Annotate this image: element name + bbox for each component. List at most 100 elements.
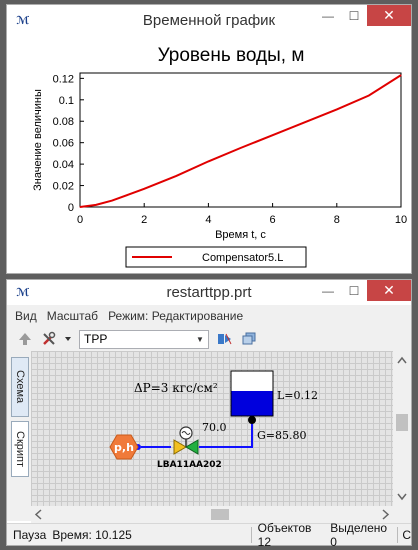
y-tick-label: 0.08 [53, 116, 74, 128]
x-tick-label: 8 [334, 214, 340, 226]
legend-box [125, 246, 307, 268]
windows-icon [242, 332, 256, 345]
scheme-diagram: ΔP=3 кгс/см² L=0.12 G=85.80 p,h [109, 370, 318, 470]
maximize-button[interactable]: ☐ [348, 8, 360, 23]
y-tick-label: 0 [68, 202, 74, 214]
data-point [336, 108, 338, 110]
line-chart: Уровень воды, м 0 2 4 6 8 10 0 0.02 0.04 0.06 0.08 0… [32, 45, 407, 268]
chart-area: Уровень воды, м 0 2 4 6 8 10 0 0.02 0.04 0.06 0.08 0… [13, 35, 407, 271]
data-point [272, 134, 274, 136]
scroll-down-icon [397, 493, 407, 501]
flow-label: G=85.80 [257, 429, 307, 442]
y-tick-label: 0.06 [53, 138, 74, 150]
x-axis-label: Время t, с [215, 229, 266, 241]
minimize-button[interactable]: — [322, 283, 334, 298]
pipe-segment [199, 421, 253, 448]
y-tick-label: 0.04 [53, 159, 74, 171]
legend-label: Compensator5.L [202, 252, 283, 264]
tools-icon [43, 331, 56, 345]
plot-area [79, 72, 402, 208]
x-tick-label: 4 [205, 214, 211, 226]
chevron-down-icon: ▼ [196, 334, 204, 344]
valve-name-label: LBA11AA202 [157, 460, 222, 470]
chart-title: Уровень воды, м [158, 45, 305, 66]
scroll-up-icon [397, 356, 407, 364]
data-point [400, 74, 402, 76]
side-tabs: Схема Скрипт [7, 351, 31, 521]
editor-window-title: restarttpp.prt [166, 284, 252, 301]
scrollbar-corner [393, 506, 411, 523]
status-objects: Объектов 12 [257, 520, 312, 549]
data-point [127, 194, 129, 196]
x-tick-label: 10 [395, 214, 407, 226]
tank-port [248, 416, 256, 424]
up-arrow-icon [19, 333, 31, 345]
data-point [143, 188, 145, 190]
svg-text:ℳ: ℳ [16, 14, 29, 27]
chevron-down-icon [65, 337, 71, 341]
scheme-select-value: TPP [84, 332, 108, 346]
app-logo-icon: ℳ [16, 286, 29, 299]
y-tick-label: 0.1 [59, 95, 74, 107]
navigate-button[interactable] [215, 329, 235, 349]
toolbar: TPP ▼ [7, 327, 411, 351]
menu-scale[interactable]: Масштаб [46, 309, 99, 323]
vertical-scroll-thumb[interactable] [396, 414, 408, 431]
source-node[interactable]: p,h [109, 434, 139, 460]
data-point [175, 175, 177, 177]
scroll-left-icon [34, 509, 42, 520]
scheme-canvas[interactable]: ΔP=3 кгс/см² L=0.12 G=85.80 p,h [31, 351, 393, 506]
data-point [240, 147, 241, 149]
vertical-scrollbar[interactable] [393, 351, 411, 506]
tools-button[interactable] [39, 329, 59, 349]
chart-window: ℳ Временной график — ☐ ✕ Уровень воды, м… [6, 4, 412, 274]
status-extra: С [402, 527, 411, 542]
tools-dropdown-button[interactable] [63, 329, 73, 349]
svg-text:ℳ: ℳ [16, 286, 29, 299]
y-axis-label: Значение величины [32, 89, 44, 191]
chart-window-title: Временной график [142, 12, 276, 29]
tab-script[interactable]: Скрипт [11, 421, 29, 477]
editor-window: ℳ restarttpp.prt — ☐ ✕ Вид Масштаб Режим… [6, 279, 412, 549]
data-point [79, 206, 81, 208]
source-label: p,h [114, 441, 134, 454]
status-separator [397, 526, 399, 543]
menu-bar: Вид Масштаб Режим: Редактирование [7, 305, 411, 327]
data-point [207, 160, 209, 162]
horizontal-scroll-thumb[interactable] [211, 509, 229, 520]
editor-window-titlebar[interactable]: ℳ restarttpp.prt — ☐ ✕ [7, 280, 411, 305]
x-tick-label: 0 [77, 214, 83, 226]
menu-mode[interactable]: Режим: Редактирование [108, 309, 244, 323]
chart-window-titlebar[interactable]: ℳ Временной график — ☐ ✕ [7, 5, 411, 35]
status-state: Пауза [13, 527, 47, 542]
control-valve[interactable] [173, 426, 199, 455]
status-separator [250, 526, 252, 543]
horizontal-scrollbar[interactable] [31, 506, 393, 523]
status-bar: Пауза Время: 10.125 Объектов 12 Выделено… [7, 521, 411, 549]
status-time: Время: 10.125 [52, 527, 132, 542]
y-tick-label: 0.02 [53, 181, 74, 193]
status-selected: Выделено 0 [330, 520, 388, 549]
close-button[interactable]: ✕ [367, 5, 411, 26]
data-point [368, 95, 370, 97]
tab-script-label: Скрипт [14, 430, 26, 467]
minimize-button[interactable]: — [322, 8, 334, 23]
app-logo-icon: ℳ [15, 13, 31, 27]
maximize-button[interactable]: ☐ [348, 283, 360, 298]
x-tick-label: 2 [141, 214, 147, 226]
scroll-right-icon [382, 509, 390, 520]
data-point [95, 204, 97, 206]
up-arrow-button[interactable] [15, 329, 35, 349]
valve-open-label: 70.0 [202, 421, 227, 434]
tab-scheme[interactable]: Схема [11, 357, 29, 417]
close-button[interactable]: ✕ [367, 280, 411, 301]
scheme-select[interactable]: TPP ▼ [79, 329, 209, 349]
data-point [304, 121, 306, 123]
menu-view[interactable]: Вид [15, 309, 37, 323]
y-tick-label: 0.12 [53, 73, 74, 85]
compensator-tank[interactable] [230, 370, 274, 417]
horizontal-scrollbar-graphic [34, 509, 390, 520]
windows-button[interactable] [239, 329, 259, 349]
tab-scheme-label: Схема [14, 370, 26, 404]
navigate-icon [218, 333, 232, 345]
